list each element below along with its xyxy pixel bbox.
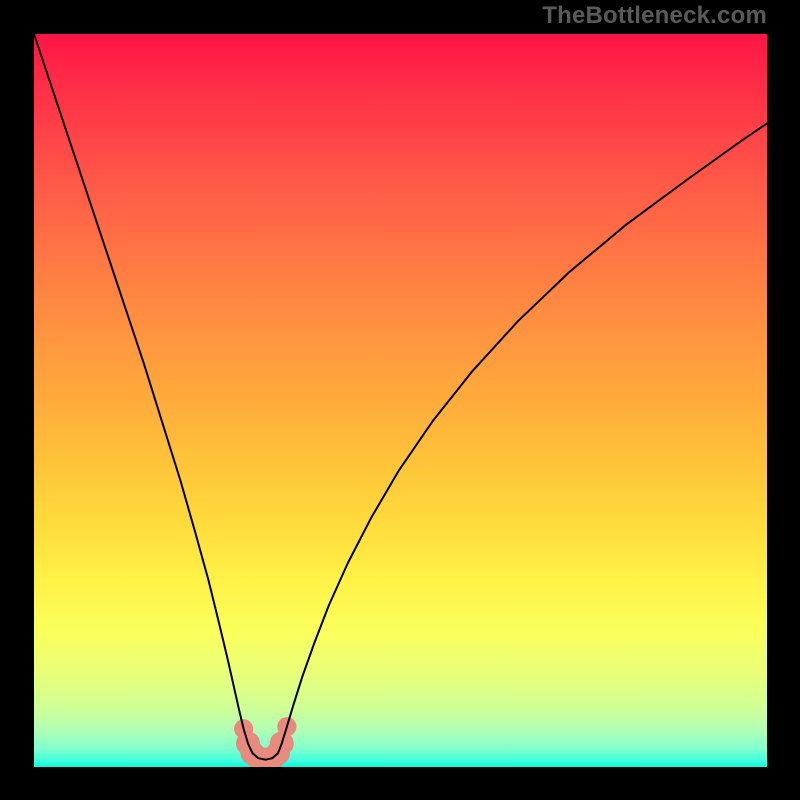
plot-area — [34, 34, 767, 767]
chart-root: { "canvas": { "width": 800, "height": 80… — [0, 0, 800, 800]
watermark-text: TheBottleneck.com — [542, 2, 767, 30]
chart-svg — [34, 34, 767, 767]
bottleneck-curve — [34, 34, 767, 760]
